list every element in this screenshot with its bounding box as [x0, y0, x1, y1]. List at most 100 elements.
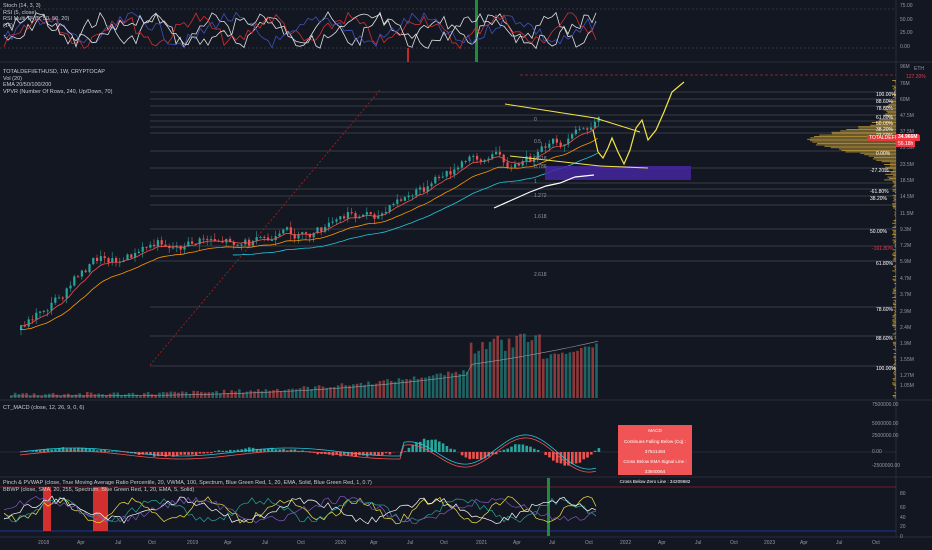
time-axis-label: 2018 — [38, 540, 50, 546]
macd-line — [19, 434, 597, 470]
vpvr-bar — [894, 336, 896, 338]
osc-axis-label: 50.00 — [900, 17, 913, 23]
candle-body — [483, 159, 486, 162]
macd-histogram-bar — [183, 452, 186, 455]
vpvr-bar — [893, 175, 896, 177]
osc-legend-line[interactable]: Stoch (14, 3, 3) — [3, 3, 41, 9]
macd-histogram-bar — [506, 448, 509, 452]
vpvr-bar — [893, 235, 896, 237]
vpvr-bar — [894, 245, 896, 247]
time-axis-label: 2020 — [335, 540, 347, 546]
vpvr-bar — [894, 388, 896, 389]
vpvr-bar — [893, 185, 896, 186]
triangle-upper-line — [504, 103, 596, 119]
volume-bar — [177, 392, 180, 398]
candle-body — [441, 176, 444, 178]
vpvr-bar — [894, 369, 896, 371]
volume-bar — [534, 335, 537, 398]
candle-body — [529, 156, 532, 163]
macd-histogram-bar — [274, 449, 278, 452]
volume-bar — [378, 380, 382, 398]
macd-histogram-bar — [460, 452, 464, 456]
volume-bar — [488, 341, 492, 398]
macd-histogram-bar — [187, 452, 190, 455]
macd-axis-label: 5000000.00 — [872, 421, 899, 427]
candle-body — [77, 276, 80, 278]
vpvr-bar — [892, 297, 896, 298]
volume-bar — [306, 386, 309, 398]
candle-body — [172, 247, 175, 249]
macd-histogram-bar — [61, 447, 65, 452]
vpvr-bar — [819, 134, 896, 136]
volume-bar — [10, 395, 13, 398]
bbwp-axis-label: 80 — [900, 491, 906, 497]
osc-legend: Stoch (14, 3, 3) RSI (5, close) RSI Mult… — [3, 3, 69, 29]
vpvr-bar — [892, 276, 896, 277]
vpvr-bar — [883, 109, 896, 111]
vpvr-bar — [894, 196, 896, 198]
main-legend-line[interactable]: Vol (20) — [3, 75, 22, 82]
volume-bar — [112, 392, 116, 398]
macd-histogram-bar — [529, 446, 532, 452]
volume-bar — [302, 386, 306, 398]
vpvr-bar — [888, 103, 896, 105]
candle-body — [92, 257, 95, 265]
osc-legend-line[interactable]: RSI Multi TF (5, 50, 50, 20) — [3, 16, 70, 22]
volume-bar — [591, 347, 594, 398]
main-axis-label: 7.2M — [900, 243, 912, 249]
candle-body — [198, 238, 201, 245]
volume-bar — [397, 378, 401, 398]
vpvr-bar — [894, 183, 896, 185]
volume-bar — [386, 379, 389, 398]
main-legend-line[interactable]: EMA 20/50/100/200 — [3, 82, 52, 88]
macd-histogram-bar — [472, 452, 475, 459]
macd-histogram-bar — [92, 449, 95, 452]
macd-histogram-bar — [210, 452, 213, 454]
volume-bar — [291, 388, 294, 398]
macd-histogram-bar — [449, 448, 452, 452]
candle-body — [419, 187, 422, 190]
volume-bar — [576, 350, 579, 398]
candle-body — [354, 213, 357, 219]
candle-body — [434, 176, 437, 184]
vpvr-bar — [892, 253, 896, 255]
macd-histogram-bar — [476, 452, 479, 460]
vpvr-bar — [883, 115, 896, 116]
candle-body — [206, 239, 209, 241]
macd-histogram-bar — [343, 452, 346, 455]
volume-bar — [568, 352, 572, 398]
candle-body — [267, 237, 270, 241]
macd-legend[interactable]: CT_MACD (close, 12, 26, 9, 0, 6) — [3, 405, 85, 411]
macd-alert-box[interactable]: MACD Continues Falling Below (Cq) : 3754… — [618, 425, 692, 484]
osc-axis-label: 0.00 — [900, 44, 910, 50]
macd-histogram-bar — [202, 452, 205, 454]
osc-legend-line[interactable]: RSI (5, close) — [3, 9, 37, 16]
bbwp-legend-line[interactable]: Pinch & PVWAP (close, True Moving Averag… — [3, 480, 372, 486]
volume-bar — [352, 384, 355, 398]
candle-body — [213, 239, 216, 241]
symbol-title[interactable]: TOTALDEFI/ETHUSD, 1W, CRYPTOCAP — [3, 69, 105, 75]
volume-bar — [21, 393, 24, 398]
candle-body — [88, 264, 91, 273]
bbwp-legend-line[interactable]: BBWP (close, SMA, 20, 255, Spectrum, Blu… — [3, 486, 195, 493]
time-axis-label: 2022 — [620, 540, 632, 546]
candle-body — [270, 239, 273, 241]
vpvr-bar — [894, 305, 896, 307]
macd-axis-label: -2500000.00 — [872, 463, 901, 469]
candle-body — [289, 227, 292, 235]
vpvr-bar — [892, 315, 896, 317]
candle-body — [274, 236, 277, 240]
vpvr-bar — [892, 341, 896, 343]
vpvr-bar — [894, 267, 896, 269]
macd-histogram-bar — [206, 452, 209, 454]
osc-legend-line[interactable]: (14) — [3, 22, 13, 29]
vpvr-bar — [892, 203, 896, 205]
vpvr-bar — [895, 347, 896, 349]
main-legend-line[interactable]: VPVR (Number Of Rows, 240, Up/Down, 70) — [3, 88, 113, 95]
macd-histogram-bar — [191, 452, 194, 455]
vpvr-bar — [893, 313, 896, 315]
bbwp-series-line — [3, 496, 597, 523]
candle-body — [495, 151, 498, 155]
